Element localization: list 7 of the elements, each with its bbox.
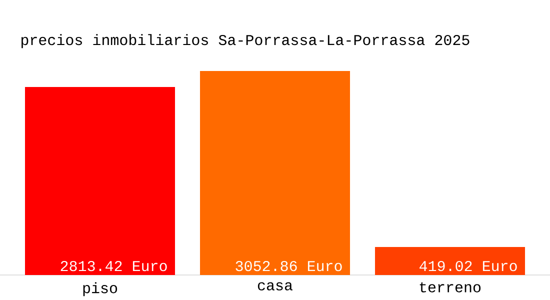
data-label: 2813.42 Euro [60, 260, 167, 272]
x-tick-label: casa [258, 282, 292, 290]
chart-title: precios inmobiliarios Sa-Porrassa-La-Porrassa 2025 [22, 34, 470, 48]
x-tick-label: piso [83, 282, 118, 296]
data-label: 419.02 Euro [420, 260, 517, 272]
x-tick-label: terreno [420, 282, 481, 292]
data-label: 3052.86 Euro [236, 260, 342, 272]
